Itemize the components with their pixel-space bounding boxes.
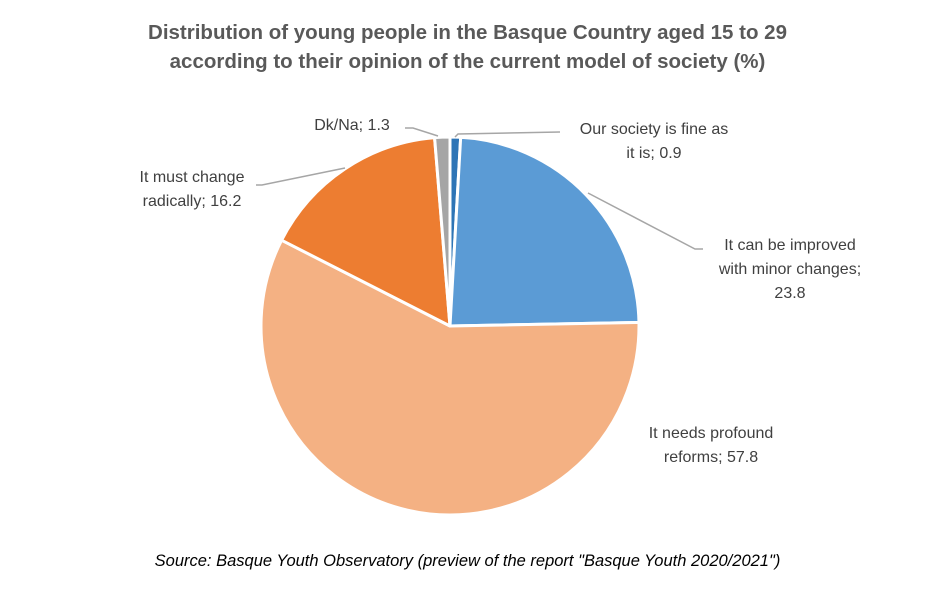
chart-title-line-1: Distribution of young people in the Basq… [148,21,787,44]
slice-dk-na [433,135,452,328]
data-label-line: reforms; 57.8 [663,449,759,466]
leader-line-fine [454,131,561,138]
data-label-line: Dk/Na; 1.3 [314,117,390,134]
data-label-minor: It can be improved with minor changes; 2… [698,234,882,306]
chart-title: Distribution of young people in the Basq… [0,18,935,76]
data-label-dkna: Dk/Na; 1.3 [300,114,404,138]
chart-title-line-2: according to their opinion of the curren… [169,50,766,73]
pie-slices [259,135,641,517]
data-label-radical: It must change radically; 16.2 [118,166,266,214]
slice-profound-reforms [259,238,641,517]
data-label-line: with minor changes; [718,261,862,278]
slice-minor-changes [448,135,641,328]
slice-change-radically [280,136,452,328]
leader-line-radical [256,167,346,186]
data-label-line: it is; 0.9 [626,145,682,162]
data-label-line: Our society is fine as [579,121,729,138]
data-label-line: radically; 16.2 [142,193,242,210]
leader-line-minor [587,192,703,250]
source-note: Source: Basque Youth Observatory (previe… [154,552,781,570]
data-label-line: It needs profound [648,425,774,442]
data-label-profound: It needs profound reforms; 57.8 [628,422,794,470]
data-label-fine: Our society is fine as it is; 0.9 [560,118,748,166]
leader-lines [256,127,703,250]
data-label-line: It must change [139,169,245,186]
leader-line-dkna [405,127,439,137]
data-label-line: 23.8 [774,285,806,302]
data-label-line: It can be improved [724,237,856,254]
